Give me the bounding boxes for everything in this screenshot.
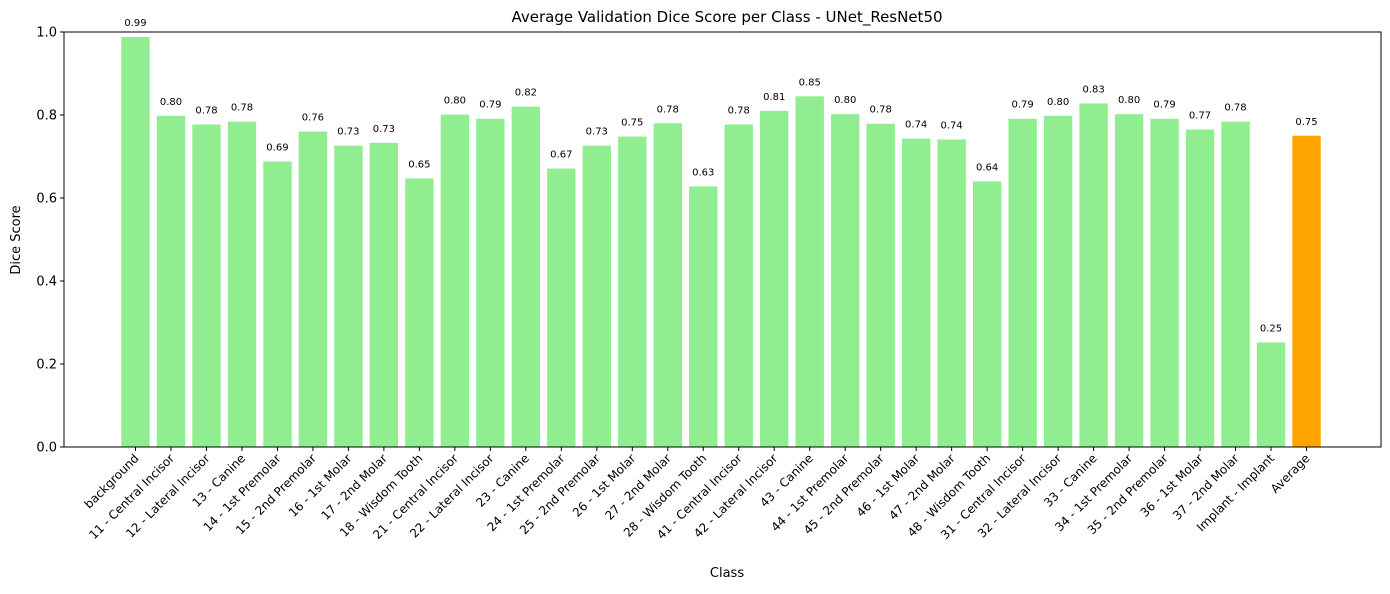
- bar: [547, 168, 576, 447]
- bar: [156, 115, 186, 447]
- bar: [866, 123, 895, 447]
- bar-value-label: 0.80: [1047, 97, 1069, 108]
- bar-value-label: 0.64: [976, 162, 998, 173]
- x-axis-label: Class: [710, 566, 744, 581]
- bar: [618, 136, 647, 447]
- y-tick-label: 0.2: [36, 358, 57, 373]
- bar-value-label: 0.81: [763, 92, 785, 103]
- bar-value-label: 0.74: [905, 120, 927, 131]
- bar: [511, 106, 541, 447]
- bar-value-label: 0.78: [195, 106, 217, 117]
- x-tick-label: 46 - 1st Molar: [854, 451, 923, 520]
- bar-value-label: 0.25: [1260, 323, 1282, 334]
- bar-value-label: 0.80: [1118, 95, 1140, 106]
- bar-value-label: 0.80: [160, 97, 182, 108]
- bar: [795, 96, 824, 447]
- bar: [582, 145, 611, 447]
- bar: [369, 142, 399, 447]
- bar: [1043, 115, 1073, 447]
- bar-value-label: 0.76: [302, 113, 324, 124]
- bar-value-label: 0.73: [373, 124, 395, 135]
- bar: [1256, 342, 1286, 447]
- bar: [1292, 135, 1321, 447]
- bar-value-label: 0.79: [1011, 100, 1033, 111]
- bar-value-label: 0.78: [657, 104, 679, 115]
- y-axis-ticks: 0.0 0.2 0.4 0.6 0.8 1.0: [36, 26, 64, 456]
- bar-value-label: 0.78: [231, 103, 253, 114]
- bar-value-label: 0.73: [586, 127, 608, 138]
- bar: [760, 110, 789, 447]
- bar-value-label: 0.74: [941, 120, 963, 131]
- bar: [1221, 121, 1250, 447]
- bar: [405, 178, 434, 447]
- bar-value-label: 0.83: [1082, 84, 1104, 95]
- x-tick-label: 16 - 1st Molar: [286, 451, 355, 520]
- bar-value-label: 0.85: [799, 77, 821, 88]
- bar-value-label: 0.80: [444, 96, 466, 107]
- bar-value-label: 0.78: [1224, 103, 1246, 114]
- y-tick-label: 0.0: [36, 441, 57, 456]
- x-tick-label: 36 - 1st Molar: [1138, 451, 1207, 520]
- bar: [653, 123, 682, 448]
- bar: [121, 36, 150, 447]
- x-tick-label: Average: [1268, 451, 1313, 496]
- y-axis-label: Dice Score: [9, 205, 24, 274]
- bar-value-label: 0.79: [479, 100, 501, 111]
- bar: [440, 114, 470, 448]
- bar-value-labels: 0.99 0.80 0.78 0.78 0.69 0.76 0.73 0.73 0.65 0.80…: [124, 18, 1317, 334]
- bar: [1185, 129, 1215, 447]
- bar: [1114, 114, 1144, 448]
- bar: [901, 138, 931, 447]
- y-tick-label: 0.6: [36, 192, 57, 207]
- x-tick-label: 26 - 1st Molar: [570, 451, 639, 520]
- y-tick-label: 0.8: [36, 109, 57, 124]
- bar-value-label: 0.69: [266, 142, 288, 153]
- bar: [263, 161, 292, 448]
- bar: [972, 181, 1002, 447]
- bar-value-label: 0.80: [834, 95, 856, 106]
- chart-title: Average Validation Dice Score per Class …: [511, 8, 942, 27]
- bar-value-label: 0.82: [515, 88, 537, 99]
- bar: [937, 139, 966, 448]
- bar-value-label: 0.99: [124, 18, 146, 29]
- bar-value-label: 0.63: [692, 167, 714, 178]
- bar-value-label: 0.78: [728, 106, 750, 117]
- bar-value-label: 0.75: [621, 118, 643, 129]
- bar: [1008, 118, 1037, 448]
- bar-value-label: 0.73: [337, 127, 359, 138]
- bar: [689, 186, 718, 447]
- bar: [192, 124, 221, 448]
- bar-value-label: 0.65: [408, 159, 430, 170]
- bar-value-label: 0.67: [550, 150, 572, 161]
- bar: [476, 118, 505, 448]
- plot-frame: [63, 31, 1382, 448]
- bar: [724, 124, 753, 448]
- bar-value-label: 0.78: [870, 105, 892, 116]
- bar: [334, 145, 363, 447]
- bar: [227, 121, 257, 447]
- bar: [1150, 118, 1179, 448]
- bar-value-label: 0.75: [1295, 117, 1317, 128]
- bar: [1079, 103, 1108, 447]
- bar: [298, 131, 328, 447]
- bar-value-label: 0.79: [1153, 100, 1175, 111]
- bars-layer: [121, 36, 1321, 448]
- bar: [831, 114, 860, 448]
- bar-value-label: 0.77: [1189, 111, 1211, 122]
- y-tick-label: 1.0: [36, 26, 57, 41]
- y-tick-label: 0.4: [36, 275, 57, 290]
